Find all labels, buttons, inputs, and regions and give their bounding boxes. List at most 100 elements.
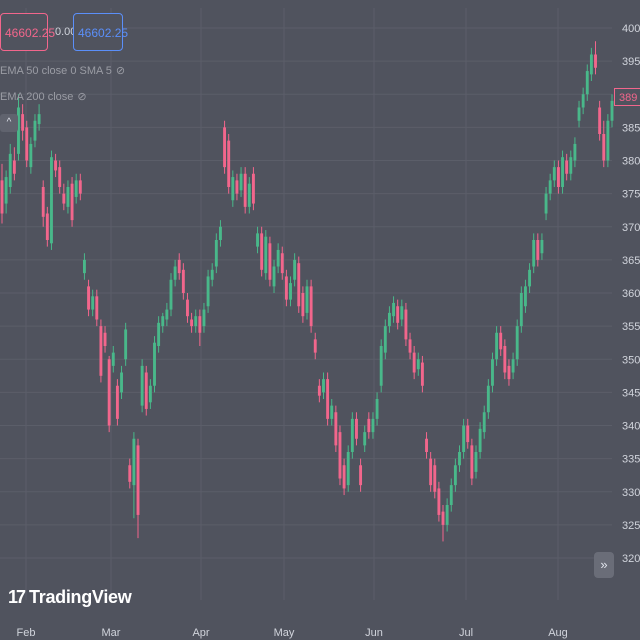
candle-body xyxy=(491,359,494,386)
candle-body xyxy=(305,286,309,313)
y-tick-label: 320 xyxy=(622,553,640,565)
candle-body xyxy=(120,372,123,393)
eye-off-icon[interactable]: ⊘ xyxy=(77,91,87,103)
candle xyxy=(581,87,585,115)
candle-body xyxy=(0,180,4,214)
candle xyxy=(66,180,70,214)
candle xyxy=(396,299,400,330)
candle-body xyxy=(548,180,552,194)
candle-body xyxy=(322,379,325,393)
candle-body xyxy=(169,279,173,310)
candle-body xyxy=(260,233,264,270)
candle-body xyxy=(136,445,140,515)
x-tick-label: Aug xyxy=(548,627,568,639)
candle xyxy=(503,339,507,380)
candle-body xyxy=(437,488,441,515)
indicator-legend-ema200[interactable]: EMA 200 close ⊘ xyxy=(0,90,87,103)
candle xyxy=(536,233,540,267)
candle xyxy=(565,153,569,181)
candle-body xyxy=(528,269,532,287)
candle-body xyxy=(396,306,400,323)
candle xyxy=(140,359,144,413)
candle-body xyxy=(37,114,41,125)
y-tick-label: 385 xyxy=(622,122,640,134)
candle-body xyxy=(227,140,231,187)
tradingview-logo[interactable]: 17 TradingView xyxy=(8,584,132,610)
candle-body xyxy=(425,438,428,452)
candle xyxy=(346,445,350,492)
candle-body xyxy=(449,485,453,505)
scroll-to-realtime-button[interactable]: » xyxy=(594,552,614,578)
candle xyxy=(425,432,428,459)
y-tick-label: 340 xyxy=(622,421,640,433)
x-tick-label: Apr xyxy=(192,627,209,639)
collapse-legend-button[interactable]: ^ xyxy=(0,114,18,132)
candle-body xyxy=(144,372,148,409)
candle-body xyxy=(247,183,251,207)
candle-body xyxy=(91,296,95,310)
candle xyxy=(132,432,136,519)
candle xyxy=(322,372,325,399)
candle-body xyxy=(598,107,602,134)
candle xyxy=(124,322,128,366)
candle-body xyxy=(342,465,346,489)
candle-body xyxy=(87,286,90,310)
candle-body xyxy=(115,385,119,419)
sell-price-button[interactable]: 46602.25 xyxy=(0,13,55,51)
candle xyxy=(602,120,606,168)
candle-body xyxy=(99,326,103,376)
candle xyxy=(350,412,354,459)
candle-body xyxy=(511,359,515,373)
candle xyxy=(54,153,58,178)
candle xyxy=(41,180,45,227)
candle xyxy=(276,243,280,274)
candle xyxy=(404,302,408,346)
candle-body xyxy=(466,425,470,443)
buy-price-button[interactable]: 46602.25 xyxy=(73,13,128,51)
candle-body xyxy=(219,226,222,240)
candle xyxy=(313,332,317,360)
candle-body xyxy=(289,283,292,300)
candle-body xyxy=(581,94,585,108)
candle xyxy=(383,319,387,360)
candle-body xyxy=(420,362,424,386)
candle xyxy=(412,346,416,380)
candle xyxy=(573,137,577,168)
candle xyxy=(260,226,264,277)
price-axis[interactable]: 4003953893853803753703653603553503453403… xyxy=(622,23,640,565)
candle-body xyxy=(251,173,255,204)
candle xyxy=(408,332,412,360)
time-axis[interactable]: Feb Mar Apr May Jun Jul Aug xyxy=(17,627,568,639)
candle xyxy=(326,372,330,426)
candle xyxy=(577,100,581,128)
candle xyxy=(556,160,560,194)
candle xyxy=(317,379,321,403)
candle-body xyxy=(301,293,305,317)
candle-body xyxy=(62,193,66,204)
candle xyxy=(367,412,371,439)
candle-body xyxy=(177,259,181,274)
candle xyxy=(165,302,169,327)
candle xyxy=(330,399,334,426)
candle xyxy=(293,253,297,287)
candle xyxy=(91,289,95,317)
indicator-legend-ema50[interactable]: EMA 50 close 0 SMA 5 ⊘ xyxy=(0,64,125,77)
candle xyxy=(21,104,25,141)
candle-body xyxy=(445,505,449,525)
candle xyxy=(342,458,346,496)
candle xyxy=(120,365,123,399)
candle xyxy=(210,263,214,287)
candle xyxy=(392,296,395,323)
candle xyxy=(206,269,210,313)
candle-body xyxy=(95,296,99,320)
candle-body xyxy=(359,465,363,486)
candle xyxy=(610,94,614,128)
eye-off-icon[interactable]: ⊘ xyxy=(115,65,126,77)
candle-body xyxy=(132,438,136,486)
candle xyxy=(0,163,4,224)
candle xyxy=(532,233,536,274)
candle-body xyxy=(367,418,371,433)
candle-body xyxy=(594,54,597,68)
candle-body xyxy=(17,107,20,154)
